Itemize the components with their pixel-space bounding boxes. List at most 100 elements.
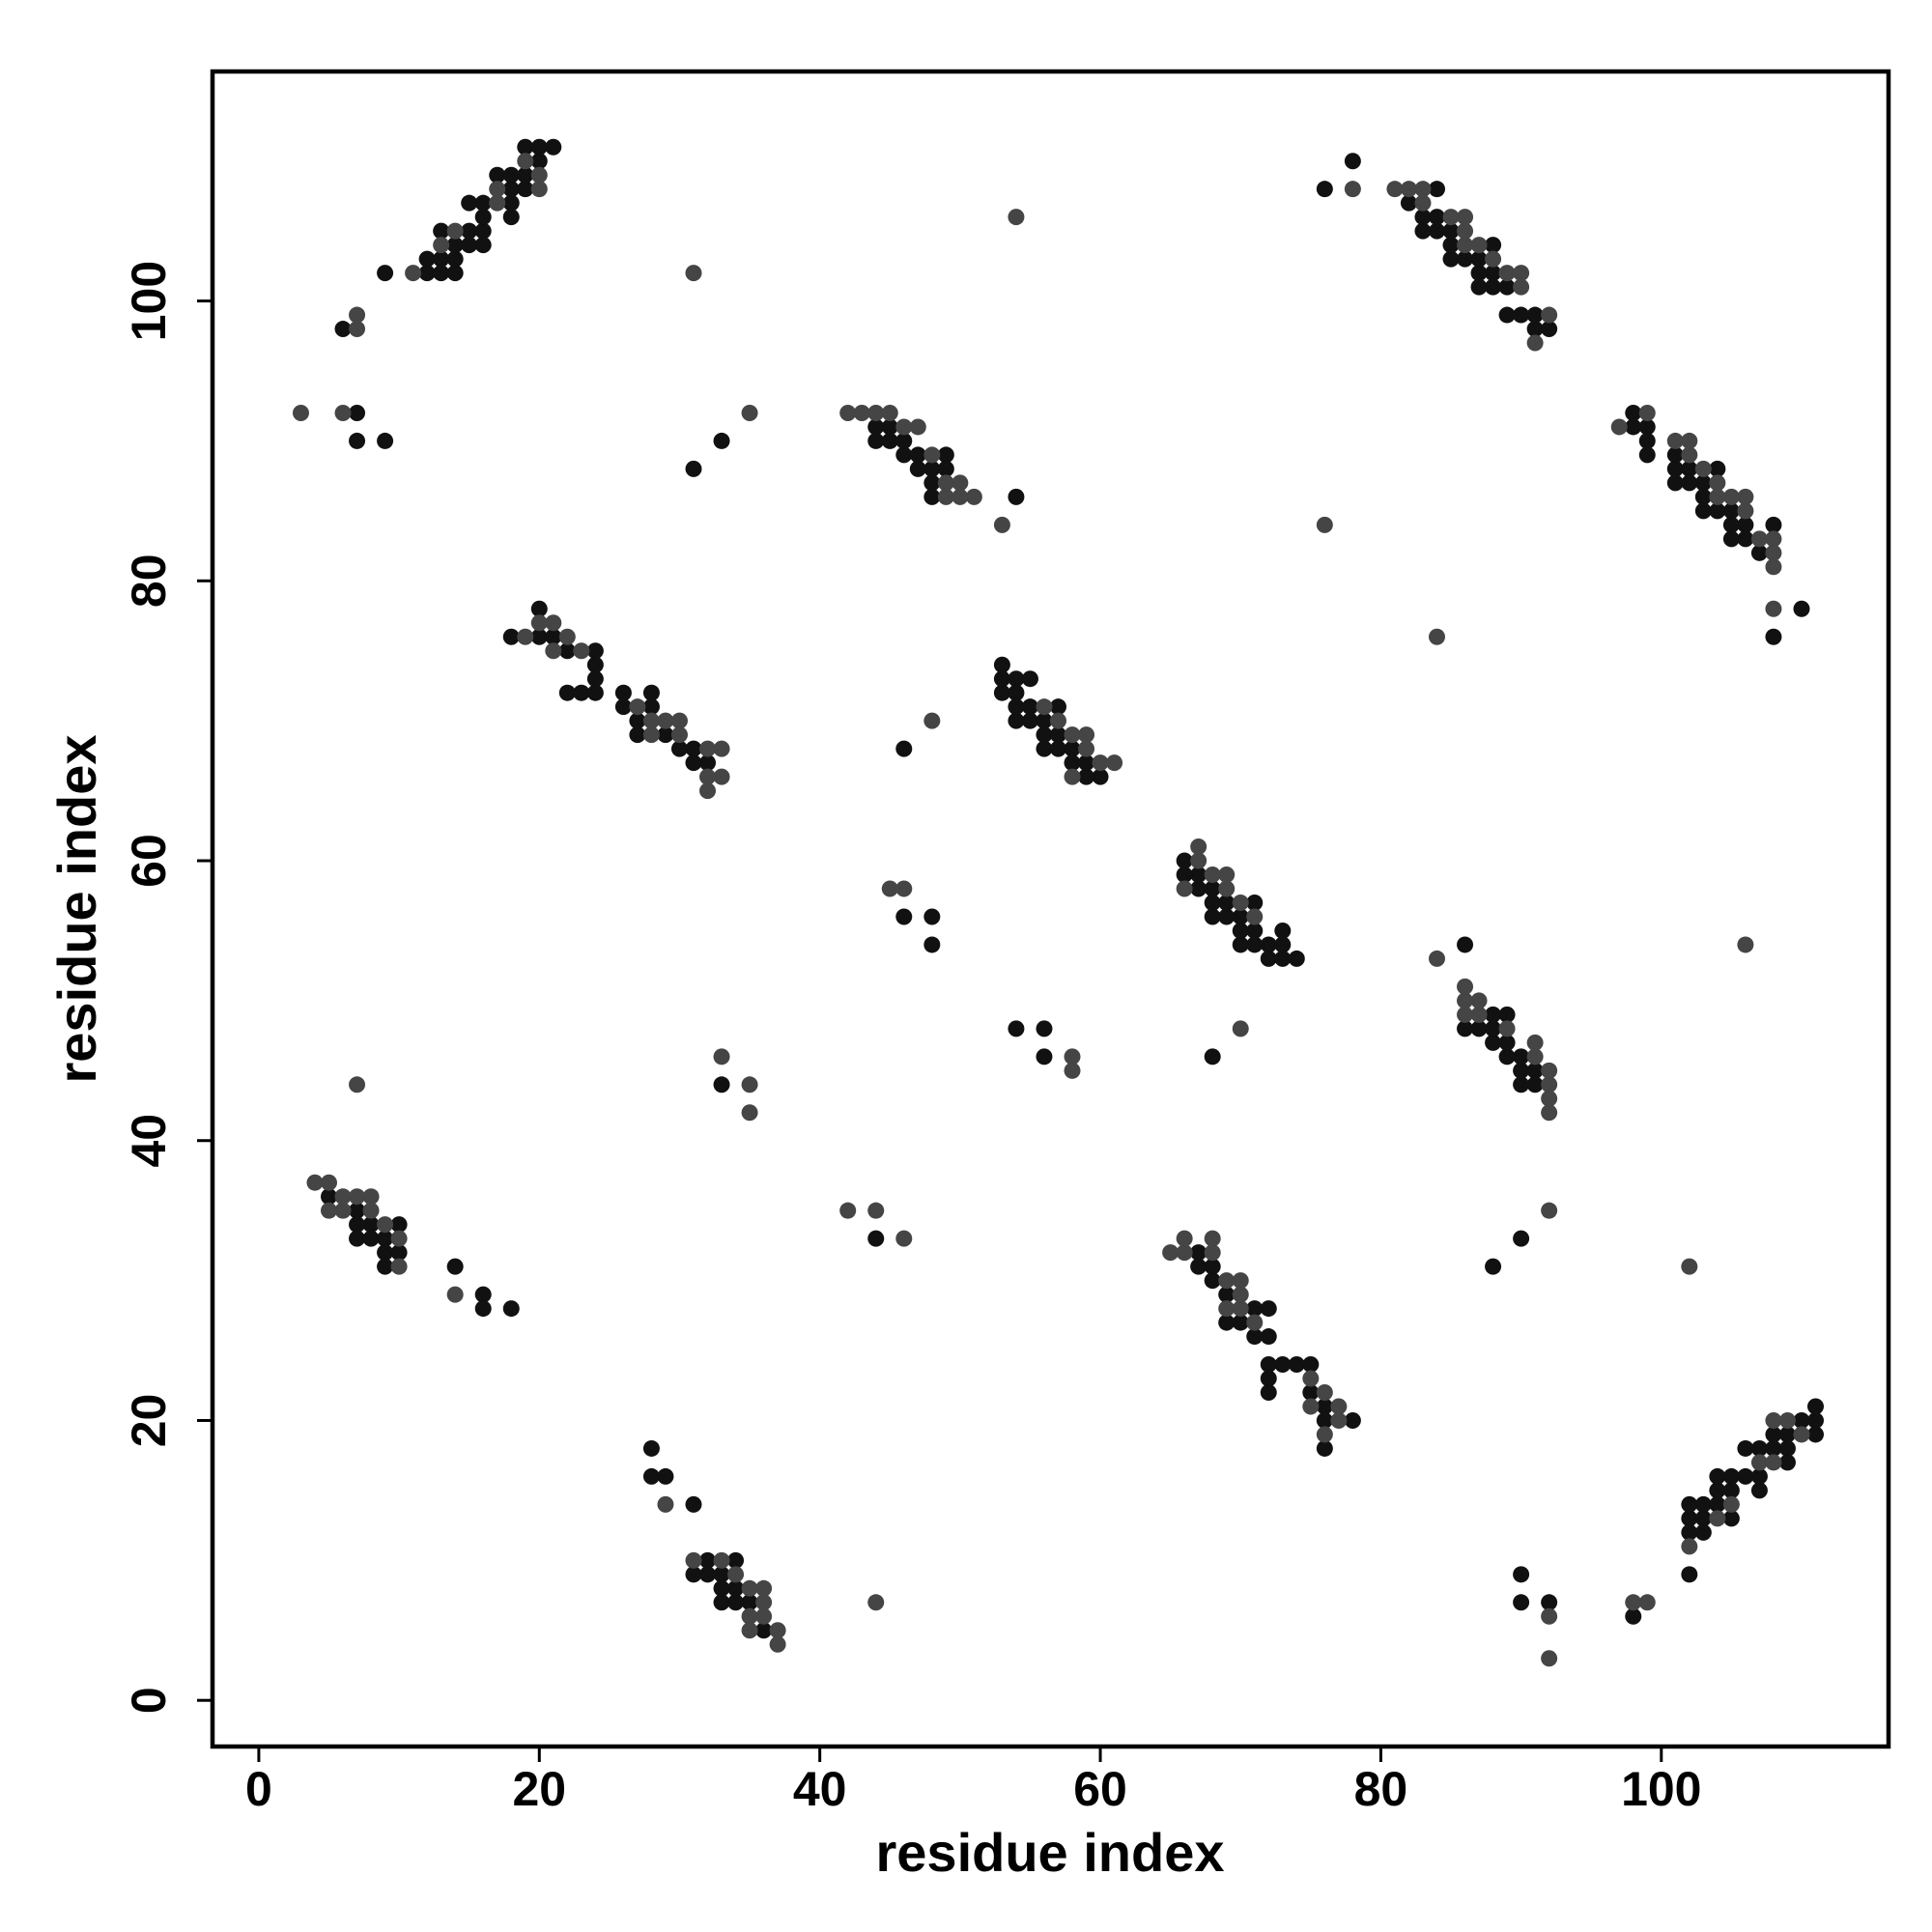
point (1064, 754, 1081, 772)
point (1246, 922, 1264, 939)
point (1765, 1411, 1782, 1429)
point (1386, 181, 1404, 198)
point (390, 1216, 408, 1234)
point (1176, 867, 1193, 884)
point (642, 1439, 660, 1457)
point (1008, 712, 1025, 729)
point (1709, 1467, 1726, 1485)
point (1008, 1020, 1025, 1037)
point (923, 446, 941, 464)
point (1470, 1006, 1488, 1023)
point (741, 1607, 758, 1625)
x-tick-label: 0 (245, 1762, 272, 1816)
point (1526, 1034, 1544, 1051)
point (1722, 516, 1740, 533)
point (1302, 1370, 1320, 1387)
point (993, 670, 1010, 688)
point (629, 712, 646, 729)
point (1246, 894, 1264, 911)
point (461, 194, 478, 212)
plot-frame (210, 69, 1891, 1749)
point (1316, 1439, 1333, 1457)
point (1274, 1356, 1292, 1374)
point (1737, 1439, 1754, 1457)
point (1778, 1426, 1796, 1443)
point (1288, 950, 1305, 967)
point (1442, 250, 1460, 268)
point (1078, 768, 1095, 785)
point (713, 1579, 730, 1597)
point (1709, 460, 1726, 477)
point (474, 1286, 492, 1303)
point (1092, 754, 1109, 772)
point (1078, 740, 1095, 757)
point (1274, 936, 1292, 953)
point (1737, 502, 1754, 520)
point (1750, 1454, 1768, 1471)
point (1260, 936, 1277, 953)
point (713, 1594, 730, 1611)
point (1064, 768, 1081, 785)
point (909, 446, 926, 464)
x-tick-label: 80 (1354, 1762, 1408, 1816)
point (755, 1622, 773, 1639)
point (713, 1566, 730, 1583)
point (1498, 1020, 1516, 1037)
point (867, 1202, 885, 1219)
point (642, 698, 660, 716)
point (881, 404, 898, 421)
point (1457, 237, 1474, 254)
point (1541, 1062, 1558, 1079)
point (558, 628, 576, 645)
point (1722, 530, 1740, 548)
point (1666, 446, 1684, 464)
point (405, 265, 422, 282)
point (1513, 1594, 1530, 1611)
point (1526, 321, 1544, 338)
point (1807, 1426, 1825, 1443)
point (1316, 516, 1333, 533)
point (377, 1230, 394, 1247)
point (1078, 754, 1095, 772)
x-tick-label: 100 (1621, 1762, 1701, 1816)
point (1036, 740, 1053, 757)
point (1737, 530, 1754, 548)
point (685, 460, 702, 477)
point (418, 250, 436, 268)
point (1485, 1034, 1502, 1051)
point (1541, 1607, 1558, 1625)
point (1232, 1020, 1249, 1037)
point (1428, 628, 1445, 645)
point (895, 880, 913, 897)
point (377, 265, 394, 282)
point (1036, 1020, 1053, 1037)
point (1681, 432, 1698, 449)
point (1316, 1426, 1333, 1443)
point (530, 153, 548, 170)
point (1260, 1328, 1277, 1346)
point (306, 1174, 324, 1191)
point (923, 488, 941, 505)
point (573, 642, 590, 660)
point (1414, 209, 1432, 226)
point (1232, 922, 1249, 939)
point (1218, 1286, 1236, 1303)
point (1709, 1510, 1726, 1527)
point (642, 726, 660, 744)
point (1008, 488, 1025, 505)
point (1232, 1314, 1249, 1331)
point (1485, 278, 1502, 296)
point (642, 684, 660, 701)
point (1541, 1090, 1558, 1107)
point (1428, 222, 1445, 240)
point (1190, 852, 1208, 869)
point (1625, 418, 1642, 436)
point (1485, 250, 1502, 268)
point (1218, 1314, 1236, 1331)
point (1765, 516, 1782, 533)
x-tick-label: 40 (793, 1762, 847, 1816)
point (853, 404, 870, 421)
point (1722, 488, 1740, 505)
point (1666, 432, 1684, 449)
